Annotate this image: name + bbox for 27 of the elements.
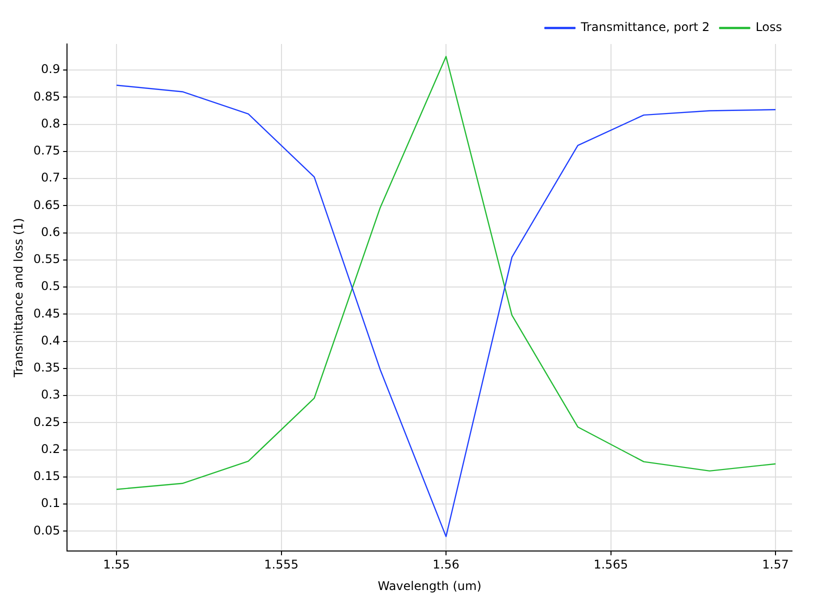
x-tick-label: 1.57	[762, 558, 789, 572]
y-tick-label: 0.5	[41, 279, 60, 294]
x-tick-label: 1.555	[264, 558, 298, 572]
y-tick-label: 0.85	[33, 89, 60, 104]
y-tick-label: 0.9	[41, 62, 60, 76]
y-tick-label: 0.05	[33, 523, 60, 538]
y-tick-label: 0.3	[41, 388, 60, 402]
legend-label: Loss	[756, 20, 782, 34]
x-tick-label: 1.55	[103, 558, 130, 572]
y-tick-label: 0.15	[33, 469, 60, 484]
legend-label: Transmittance, port 2	[580, 20, 710, 34]
y-tick-label: 0.8	[41, 116, 60, 130]
y-tick-label: 0.1	[41, 496, 60, 510]
y-tick-label: 0.55	[33, 252, 60, 266]
x-tick-label: 1.56	[432, 558, 460, 572]
y-tick-label: 0.65	[33, 198, 60, 212]
y-tick-label: 0.35	[33, 360, 60, 375]
y-tick-label: 0.4	[41, 333, 60, 348]
x-tick-label: 1.565	[594, 558, 628, 572]
x-axis-title: Wavelength (um)	[378, 578, 482, 593]
y-tick-label: 0.25	[33, 414, 60, 429]
y-axis-title: Transmittance and loss (1)	[11, 218, 26, 378]
y-tick-label: 0.6	[41, 224, 60, 239]
y-tick-label: 0.7	[41, 170, 60, 185]
y-tick-label: 0.45	[33, 306, 60, 320]
y-tick-label: 0.75	[33, 144, 60, 158]
y-tick-label: 0.2	[41, 442, 60, 456]
